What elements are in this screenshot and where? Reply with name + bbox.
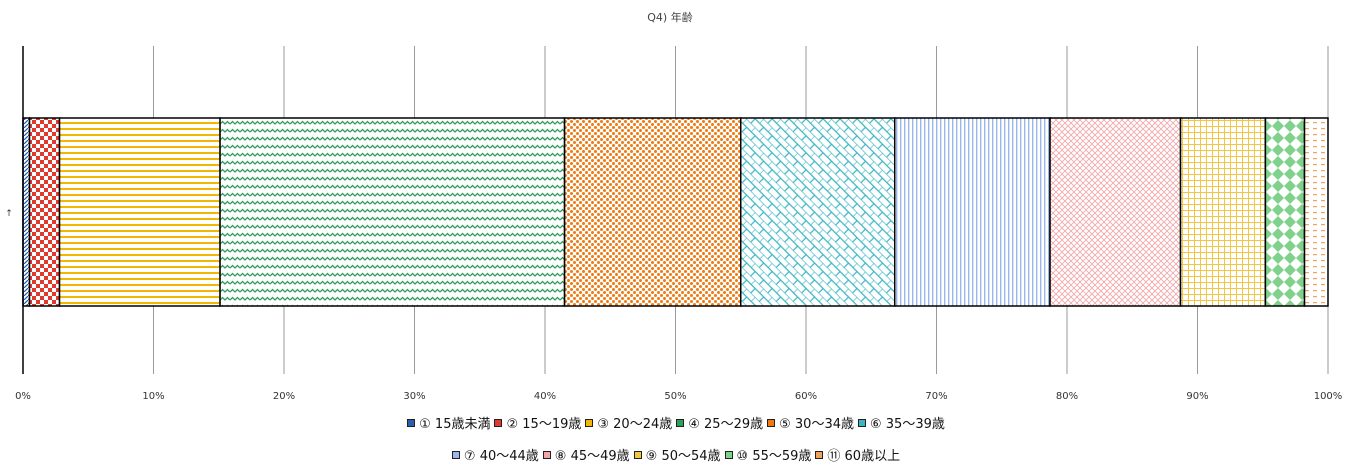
x-tick-label: 80% [1056, 391, 1078, 402]
x-tick-label: 60% [795, 391, 817, 402]
legend-label: ⑥ 35～39歳 [869, 417, 945, 432]
bar-segment-7 [893, 117, 1051, 307]
legend-item: ⑤ 30～34歳 [767, 413, 854, 432]
legend-swatch [494, 418, 503, 427]
x-tick-label: 0% [15, 391, 31, 402]
legend-item: ① 15歳未満 [407, 413, 490, 432]
category-label: ↑ [5, 209, 13, 219]
legend-item: ④ 25～29歳 [676, 413, 763, 432]
legend-label: ⑪ 60歳以上 [827, 449, 901, 464]
bar-segment-11 [1303, 117, 1329, 307]
legend-swatch [857, 418, 866, 427]
legend-swatch [407, 418, 416, 427]
x-tick-label: 30% [403, 391, 425, 402]
bar-segments [22, 117, 1329, 307]
legend-item: ⑩ 55～59歳 [724, 445, 812, 464]
x-tick-label: 50% [664, 391, 686, 402]
legend-label: ① 15歳未満 [419, 417, 491, 432]
legend-item: ③ 20～24歳 [585, 413, 672, 432]
bar-segment-9 [1179, 117, 1267, 307]
legend-item: ⑪ 60歳以上 [815, 445, 900, 464]
legend-swatch [676, 418, 685, 427]
legend-swatch [633, 450, 642, 459]
legend-label: ⑧ 45～49歳 [554, 449, 630, 464]
legend-row-2: ⑦ 40～44歳 ⑧ 45～49歳 ⑨ 50～54歳 ⑩ 55～59歳 ⑪ 60歳以上 [0, 445, 1356, 464]
legend-item: ⑨ 50～54歳 [633, 445, 721, 464]
legend-label: ③ 20～24歳 [597, 417, 673, 432]
legend-label: ⑩ 55～59歳 [736, 449, 812, 464]
x-axis-ticks: 0% 10% 20% 30% 40% 50% 60% 70% 80% 90% 100% [15, 391, 1342, 402]
bar-segment-4 [219, 117, 566, 307]
x-tick-label: 20% [273, 391, 295, 402]
legend-row-1: ① 15歳未満 ② 15～19歳 ③ 20～24歳 ④ 25～29歳 ⑤ 30～34歳 ⑥… [0, 413, 1356, 432]
legend-swatch [585, 418, 594, 427]
x-tick-label: 10% [142, 391, 164, 402]
chart-title: Q4) 年齢 [647, 10, 692, 24]
bar-segment-3 [58, 117, 221, 307]
legend-label: ② 15～19歳 [506, 417, 582, 432]
legend-swatch [451, 450, 460, 459]
x-tick-label: 40% [534, 391, 556, 402]
bar-segment-5 [563, 117, 742, 307]
legend-label: ④ 25～29歳 [688, 417, 764, 432]
bar-segment-10 [1264, 117, 1306, 307]
x-tick-label: 90% [1186, 391, 1208, 402]
bar-segment-8 [1049, 117, 1182, 307]
legend-label: ⑤ 30～34歳 [779, 417, 854, 432]
legend-swatch [724, 450, 733, 459]
legend-label: ⑦ 40～44歳 [463, 449, 539, 464]
legend-swatch [767, 418, 776, 427]
legend-item: ⑧ 45～49歳 [542, 445, 630, 464]
legend-swatch [542, 450, 551, 459]
legend-item: ② 15～19歳 [494, 413, 581, 432]
legend-label: ⑨ 50～54歳 [645, 449, 721, 464]
legend-item: ⑦ 40～44歳 [451, 445, 539, 464]
legend-item: ⑥ 35～39歳 [857, 413, 945, 432]
bar-segment-1 [22, 117, 31, 307]
legend-swatch [815, 450, 824, 459]
x-tick-label: 100% [1314, 391, 1343, 402]
x-tick-label: 70% [925, 391, 947, 402]
bar-segment-2 [28, 117, 61, 307]
bar-segment-6 [740, 117, 896, 307]
